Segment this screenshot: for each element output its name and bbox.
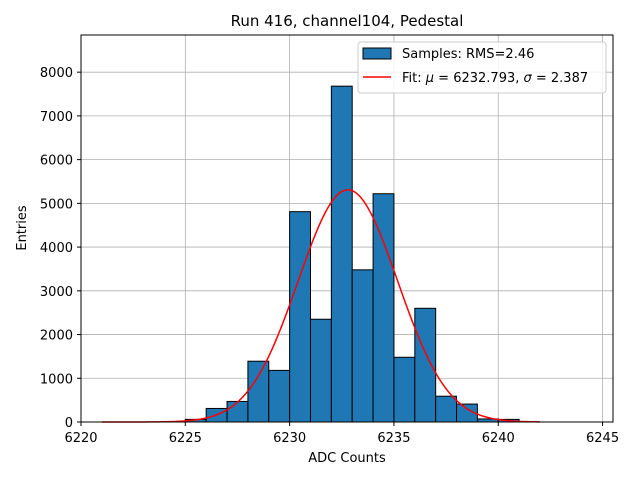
x-tick-label: 6245 xyxy=(586,431,619,446)
y-tick-label: 0 xyxy=(65,416,73,431)
histogram-bar xyxy=(268,369,291,423)
chart-title: Run 416, channel104, Pedestal xyxy=(231,12,464,30)
legend: Samples: RMS=2.46 Fit: μ = 6232.793, σ =… xyxy=(357,41,607,94)
histogram-bar xyxy=(351,269,374,423)
axis-ticks: 6220 6225 6230 6235 6240 6245 0 1000 2000 3000 400… xyxy=(40,66,619,446)
histogram-bar xyxy=(414,307,437,423)
fit-curve xyxy=(101,189,540,423)
x-axis-label: ADC Counts xyxy=(308,451,386,466)
histogram-bar xyxy=(330,85,353,423)
histogram-bar xyxy=(226,400,249,423)
legend-fit-label: Fit: μ = 6232.793, σ = 2.387 xyxy=(402,71,588,86)
y-tick-label: 6000 xyxy=(40,154,73,169)
y-tick-label: 7000 xyxy=(40,110,73,125)
fit-curve-layer xyxy=(101,189,540,423)
y-tick-label: 4000 xyxy=(40,241,73,256)
histogram-bar xyxy=(435,395,458,423)
legend-histogram-swatch xyxy=(362,47,392,60)
y-tick-label: 1000 xyxy=(40,372,73,387)
histogram-bar xyxy=(289,211,311,423)
y-tick-label: 2000 xyxy=(40,329,73,344)
histogram-bar xyxy=(309,318,332,423)
x-tick-label: 6225 xyxy=(169,431,202,446)
histogram-bar xyxy=(393,356,416,423)
legend-histogram-label: Samples: RMS=2.46 xyxy=(402,47,534,62)
histogram-bars xyxy=(184,85,520,423)
x-tick-label: 6235 xyxy=(377,431,410,446)
y-axis-label: Entries xyxy=(15,205,30,251)
y-tick-label: 8000 xyxy=(40,66,73,81)
histogram-bar xyxy=(372,193,395,423)
x-tick-label: 6230 xyxy=(273,431,306,446)
histogram-bar xyxy=(247,360,270,423)
legend-box xyxy=(357,41,607,94)
y-tick-label: 3000 xyxy=(40,285,73,300)
plot-frame xyxy=(80,34,614,423)
x-tick-label: 6220 xyxy=(64,431,97,446)
x-tick-label: 6240 xyxy=(482,431,515,446)
y-tick-label: 5000 xyxy=(40,197,73,212)
